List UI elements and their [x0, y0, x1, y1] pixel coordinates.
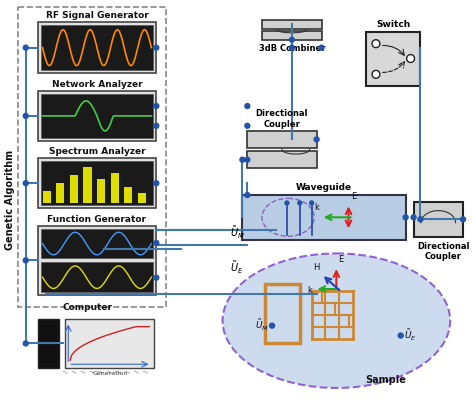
FancyBboxPatch shape [37, 226, 156, 295]
Bar [138, 193, 146, 203]
FancyBboxPatch shape [37, 91, 156, 141]
FancyBboxPatch shape [247, 131, 317, 148]
Bar [43, 191, 51, 203]
Circle shape [398, 333, 403, 338]
FancyBboxPatch shape [242, 195, 406, 240]
FancyBboxPatch shape [413, 202, 463, 237]
FancyBboxPatch shape [247, 152, 317, 168]
Text: Waveguide: Waveguide [296, 183, 352, 192]
FancyBboxPatch shape [37, 22, 156, 73]
Bar [41, 94, 154, 138]
FancyBboxPatch shape [37, 158, 156, 208]
Text: Computer: Computer [62, 303, 112, 312]
Text: Switch: Switch [376, 20, 410, 29]
Bar [97, 179, 105, 203]
Circle shape [298, 201, 302, 205]
Circle shape [240, 157, 245, 162]
Circle shape [403, 215, 408, 220]
Text: RF Signal Generator: RF Signal Generator [46, 11, 148, 20]
FancyBboxPatch shape [366, 32, 420, 86]
Text: $\tilde{U}_E$: $\tilde{U}_E$ [404, 328, 417, 343]
Bar [41, 262, 154, 292]
Text: Genetic Algorithm: Genetic Algorithm [5, 150, 15, 250]
Text: E: E [338, 255, 344, 264]
Circle shape [372, 70, 380, 78]
Ellipse shape [223, 254, 450, 388]
FancyBboxPatch shape [262, 20, 321, 29]
Circle shape [314, 137, 319, 142]
Circle shape [23, 181, 28, 186]
Bar [56, 183, 64, 203]
Bar [37, 319, 59, 368]
Text: Sample: Sample [365, 375, 406, 385]
Circle shape [245, 192, 250, 198]
Text: $\tilde{U}_E$: $\tilde{U}_E$ [229, 259, 243, 276]
Text: Directional
Coupler: Directional Coupler [417, 242, 469, 261]
Text: k: k [307, 286, 311, 295]
Circle shape [154, 275, 159, 280]
Circle shape [154, 181, 159, 186]
Circle shape [461, 217, 465, 222]
Text: k: k [314, 203, 319, 212]
Circle shape [290, 45, 294, 50]
Circle shape [23, 114, 28, 118]
Text: Spectrum Analyzer: Spectrum Analyzer [49, 148, 145, 156]
Circle shape [290, 37, 294, 42]
Text: Network Analyzer: Network Analyzer [52, 80, 142, 89]
Text: H: H [313, 263, 319, 272]
Circle shape [154, 240, 159, 246]
Circle shape [23, 258, 28, 263]
Text: $\tilde{U}_M$: $\tilde{U}_M$ [229, 224, 245, 241]
Bar [124, 187, 132, 203]
Circle shape [23, 341, 28, 346]
Circle shape [407, 54, 415, 62]
Circle shape [270, 323, 274, 328]
Circle shape [154, 45, 159, 50]
Circle shape [372, 40, 380, 48]
Circle shape [285, 201, 289, 205]
Bar [110, 173, 118, 203]
Bar [70, 175, 78, 203]
Circle shape [245, 157, 250, 162]
Text: $\tilde{U}_M$: $\tilde{U}_M$ [255, 318, 269, 333]
Text: Function Generator: Function Generator [47, 215, 146, 224]
Bar [41, 162, 154, 205]
Bar [41, 25, 154, 70]
Text: 3dB Combiner: 3dB Combiner [259, 44, 325, 53]
Text: Directional
Coupler: Directional Coupler [255, 109, 308, 129]
Circle shape [154, 123, 159, 128]
Bar [83, 167, 91, 203]
FancyBboxPatch shape [262, 31, 321, 40]
Bar [41, 229, 154, 258]
Circle shape [310, 201, 314, 205]
Circle shape [418, 217, 423, 222]
Text: Generation: Generation [92, 371, 128, 376]
Circle shape [245, 104, 250, 108]
Text: E: E [351, 192, 357, 202]
Circle shape [154, 104, 159, 108]
Circle shape [23, 45, 28, 50]
Circle shape [245, 123, 250, 128]
Bar [65, 319, 155, 368]
Circle shape [319, 45, 324, 50]
Circle shape [411, 215, 416, 220]
